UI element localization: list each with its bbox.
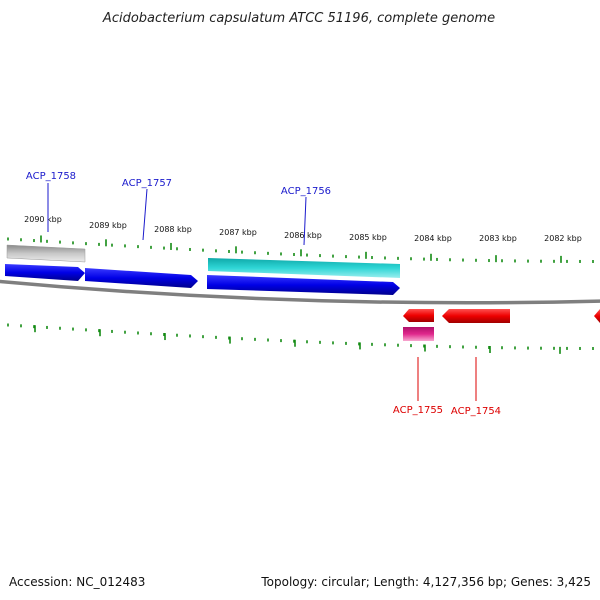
genome-backbone	[0, 279, 600, 305]
gene-feature-acp-1758[interactable]	[5, 264, 85, 281]
tick-label-2090: 2090 kbp	[24, 215, 62, 224]
tick-label-2087: 2087 kbp	[219, 228, 257, 237]
gene-feature-acp-1756-rna[interactable]	[208, 258, 400, 278]
tick-label-2086: 2086 kbp	[284, 231, 322, 240]
gene-feature-acp-1755[interactable]	[403, 309, 434, 322]
forward-strand	[5, 244, 400, 295]
gene-label-lines	[47, 183, 477, 401]
tick-labels: 2090 kbp 2089 kbp 2088 kbp 2087 kbp 2086…	[24, 215, 582, 243]
accession-text: Accession: NC_012483	[9, 575, 145, 589]
gene-label-acp-1756[interactable]: ACP_1756	[281, 186, 331, 197]
tick-label-2089: 2089 kbp	[89, 221, 127, 230]
gene-labels: ACP_1758 ACP_1757 ACP_1756 ACP_1755 ACP_…	[26, 171, 501, 417]
gene-label-acp-1758[interactable]: ACP_1758	[26, 171, 76, 182]
gene-label-acp-1757[interactable]: ACP_1757	[122, 178, 172, 189]
gene-feature-acp-1755-magenta[interactable]	[403, 327, 434, 341]
genome-summary-text: Topology: circular; Length: 4,127,356 bp…	[260, 575, 591, 589]
gene-label-acp-1755[interactable]: ACP_1755	[393, 405, 443, 416]
tick-label-2084: 2084 kbp	[414, 234, 452, 243]
gene-label-acp-1754[interactable]: ACP_1754	[451, 406, 501, 417]
reverse-strand	[403, 309, 600, 341]
tick-label-2083: 2083 kbp	[479, 234, 517, 243]
genome-title: Acidobacterium capsulatum ATCC 51196, co…	[102, 11, 495, 26]
lower-tick-track	[7, 323, 594, 354]
tick-label-2085: 2085 kbp	[349, 233, 387, 242]
tick-label-2082: 2082 kbp	[544, 234, 582, 243]
gene-feature-pseudo[interactable]	[6, 244, 86, 263]
tick-label-2088: 2088 kbp	[154, 225, 192, 234]
gene-feature-edge[interactable]	[594, 309, 600, 323]
gene-feature-acp-1757[interactable]	[85, 268, 198, 288]
gene-feature-acp-1756[interactable]	[207, 275, 400, 295]
upper-tick-track	[7, 235, 594, 263]
gene-feature-acp-1754[interactable]	[442, 309, 510, 323]
